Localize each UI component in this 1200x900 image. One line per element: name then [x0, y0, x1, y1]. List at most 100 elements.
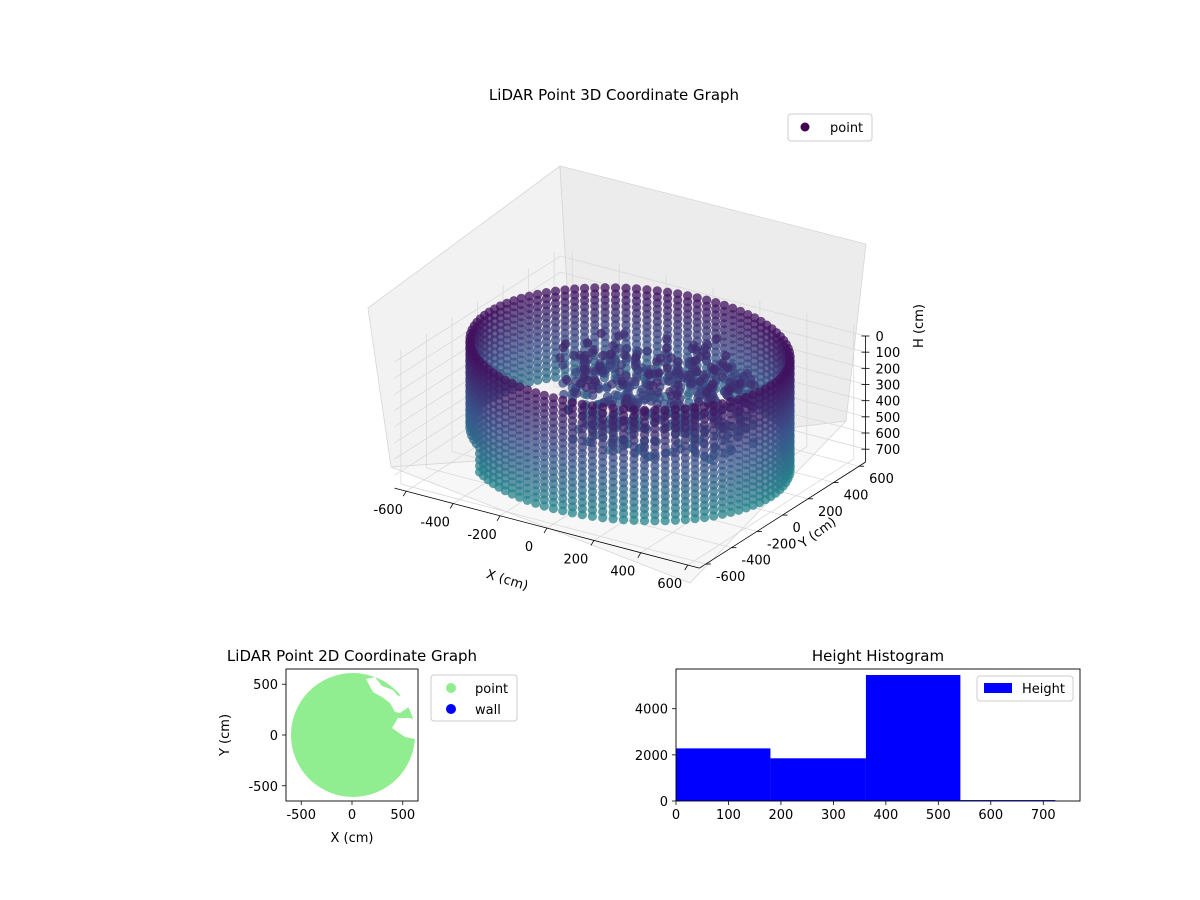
cloud-point [619, 350, 630, 360]
chart-2d: LiDAR Point 2D Coordinate Graph -500 0 500… [218, 647, 518, 846]
legend-2d-wall-marker [446, 704, 456, 714]
chart-3d: LiDAR Point 3D Coordinate Graph -600-400… [367, 86, 927, 594]
z-tick-label-3d: 0 [875, 330, 883, 345]
cloud-point [695, 376, 705, 387]
cloud-point [579, 365, 589, 375]
cloud-point [642, 346, 653, 356]
cloud-point [598, 513, 608, 523]
cloud-point [598, 350, 608, 361]
y-tick-label-2d: -500 [248, 780, 278, 795]
cloud-point [670, 515, 681, 525]
gap-region-2d [366, 677, 418, 740]
cloud-point [548, 503, 559, 514]
cloud-point [587, 511, 598, 521]
cloud-point [691, 344, 701, 355]
cloud-point [661, 343, 672, 353]
cloud-point [648, 381, 658, 391]
cloud-point [644, 370, 654, 380]
cloud-point [674, 365, 684, 375]
cloud-point [734, 505, 744, 515]
z-tick-label-3d: 300 [875, 379, 900, 394]
y-axis-label-2d: Y (cm) [218, 714, 233, 757]
cloud-point [735, 379, 745, 389]
z-tick-label-3d: 600 [875, 427, 900, 442]
cloud-point [662, 363, 673, 373]
cloud-point [652, 357, 662, 367]
cloud-point [690, 356, 701, 366]
cloud-point [541, 374, 552, 384]
cloud-point [555, 353, 565, 363]
cloud-point [577, 510, 587, 520]
x-tick-label-3d: -600 [373, 503, 403, 518]
axes-2d: -500 0 500 -500 0 500 [248, 678, 415, 823]
cloud-point [591, 377, 601, 387]
cloud-point [692, 366, 702, 377]
y-tick-label-3d: 0 [792, 521, 800, 536]
histogram-bar [676, 748, 771, 801]
y-axis-label-3d: Y (cm) [796, 515, 840, 552]
z-axis-label-3d: H (cm) [912, 304, 927, 348]
histogram-bar [960, 800, 1056, 801]
hist-x-tick-label: 400 [873, 808, 898, 823]
cloud-point [673, 380, 683, 390]
cloud-point [709, 511, 719, 521]
cloud-point [712, 366, 722, 376]
cloud-point [558, 506, 568, 516]
cloud-point [596, 328, 606, 338]
cloud-point [678, 373, 689, 383]
grid-line [560, 255, 866, 337]
x-tick-3d [449, 503, 454, 509]
x-tick-label-3d: 0 [525, 540, 533, 555]
cloud-point [721, 351, 731, 361]
hist-x-tick-label: 100 [716, 808, 741, 823]
x-tick-3d [496, 515, 501, 522]
y-tick-label-3d: -600 [716, 570, 746, 585]
chart-histogram: Height Histogram 0 100 200 300 400 500 600 7000… [635, 647, 1081, 823]
cloud-point [723, 363, 733, 373]
y-tick-label-3d: -200 [767, 537, 797, 552]
cloud-point [618, 515, 629, 525]
cloud-point [507, 489, 517, 499]
histogram-title: Height Histogram [812, 647, 944, 665]
x-tick-3d [684, 564, 689, 571]
cloud-point [660, 516, 670, 526]
cloud-point [666, 353, 677, 363]
cloud-point [662, 334, 672, 344]
legend-3d: point [787, 113, 873, 142]
legend-2d-point-label: point [475, 682, 508, 697]
x-axis-3d: -600 -400 -200 0 200 400 600 [373, 487, 700, 592]
cloud-point [524, 377, 534, 387]
hist-x-tick-label: 200 [769, 808, 794, 823]
histogram-bar [865, 675, 961, 801]
cloud-point [571, 367, 581, 377]
cloud-point [581, 382, 592, 392]
legend-2d-point-marker [446, 683, 456, 693]
cloud-point [741, 503, 751, 513]
cloud-point [616, 360, 627, 370]
z-tick-label-3d: 200 [875, 362, 900, 377]
hist-x-tick-label: 700 [1031, 808, 1056, 823]
hist-y-tick-label: 0 [660, 795, 668, 810]
hist-x-tick-label: 500 [926, 808, 951, 823]
hist-y-tick-label: 2000 [635, 749, 668, 764]
x-tick-3d [543, 527, 548, 534]
cloud-point [567, 508, 578, 518]
y-tick-label-3d: 200 [818, 505, 843, 520]
z-tick-label-3d: 500 [875, 411, 900, 426]
cloud-point [500, 486, 510, 496]
legend-2d-wall-label: wall [475, 703, 501, 718]
x-tick-label-3d: 200 [564, 552, 589, 567]
cloud-point [738, 371, 748, 381]
cloud-point [680, 515, 690, 525]
cloud-point [673, 357, 683, 367]
cloud-point [597, 365, 607, 375]
cloud-point [654, 368, 664, 378]
chart-2d-title: LiDAR Point 2D Coordinate Graph [227, 647, 477, 665]
x-tick-label-2d: 500 [390, 808, 415, 823]
histogram-axes: 0 100 200 300 400 500 600 700 0 2000 4000 [635, 703, 1056, 823]
cloud-point [558, 343, 568, 353]
point-cloud [465, 283, 795, 526]
grid-line [687, 458, 854, 566]
